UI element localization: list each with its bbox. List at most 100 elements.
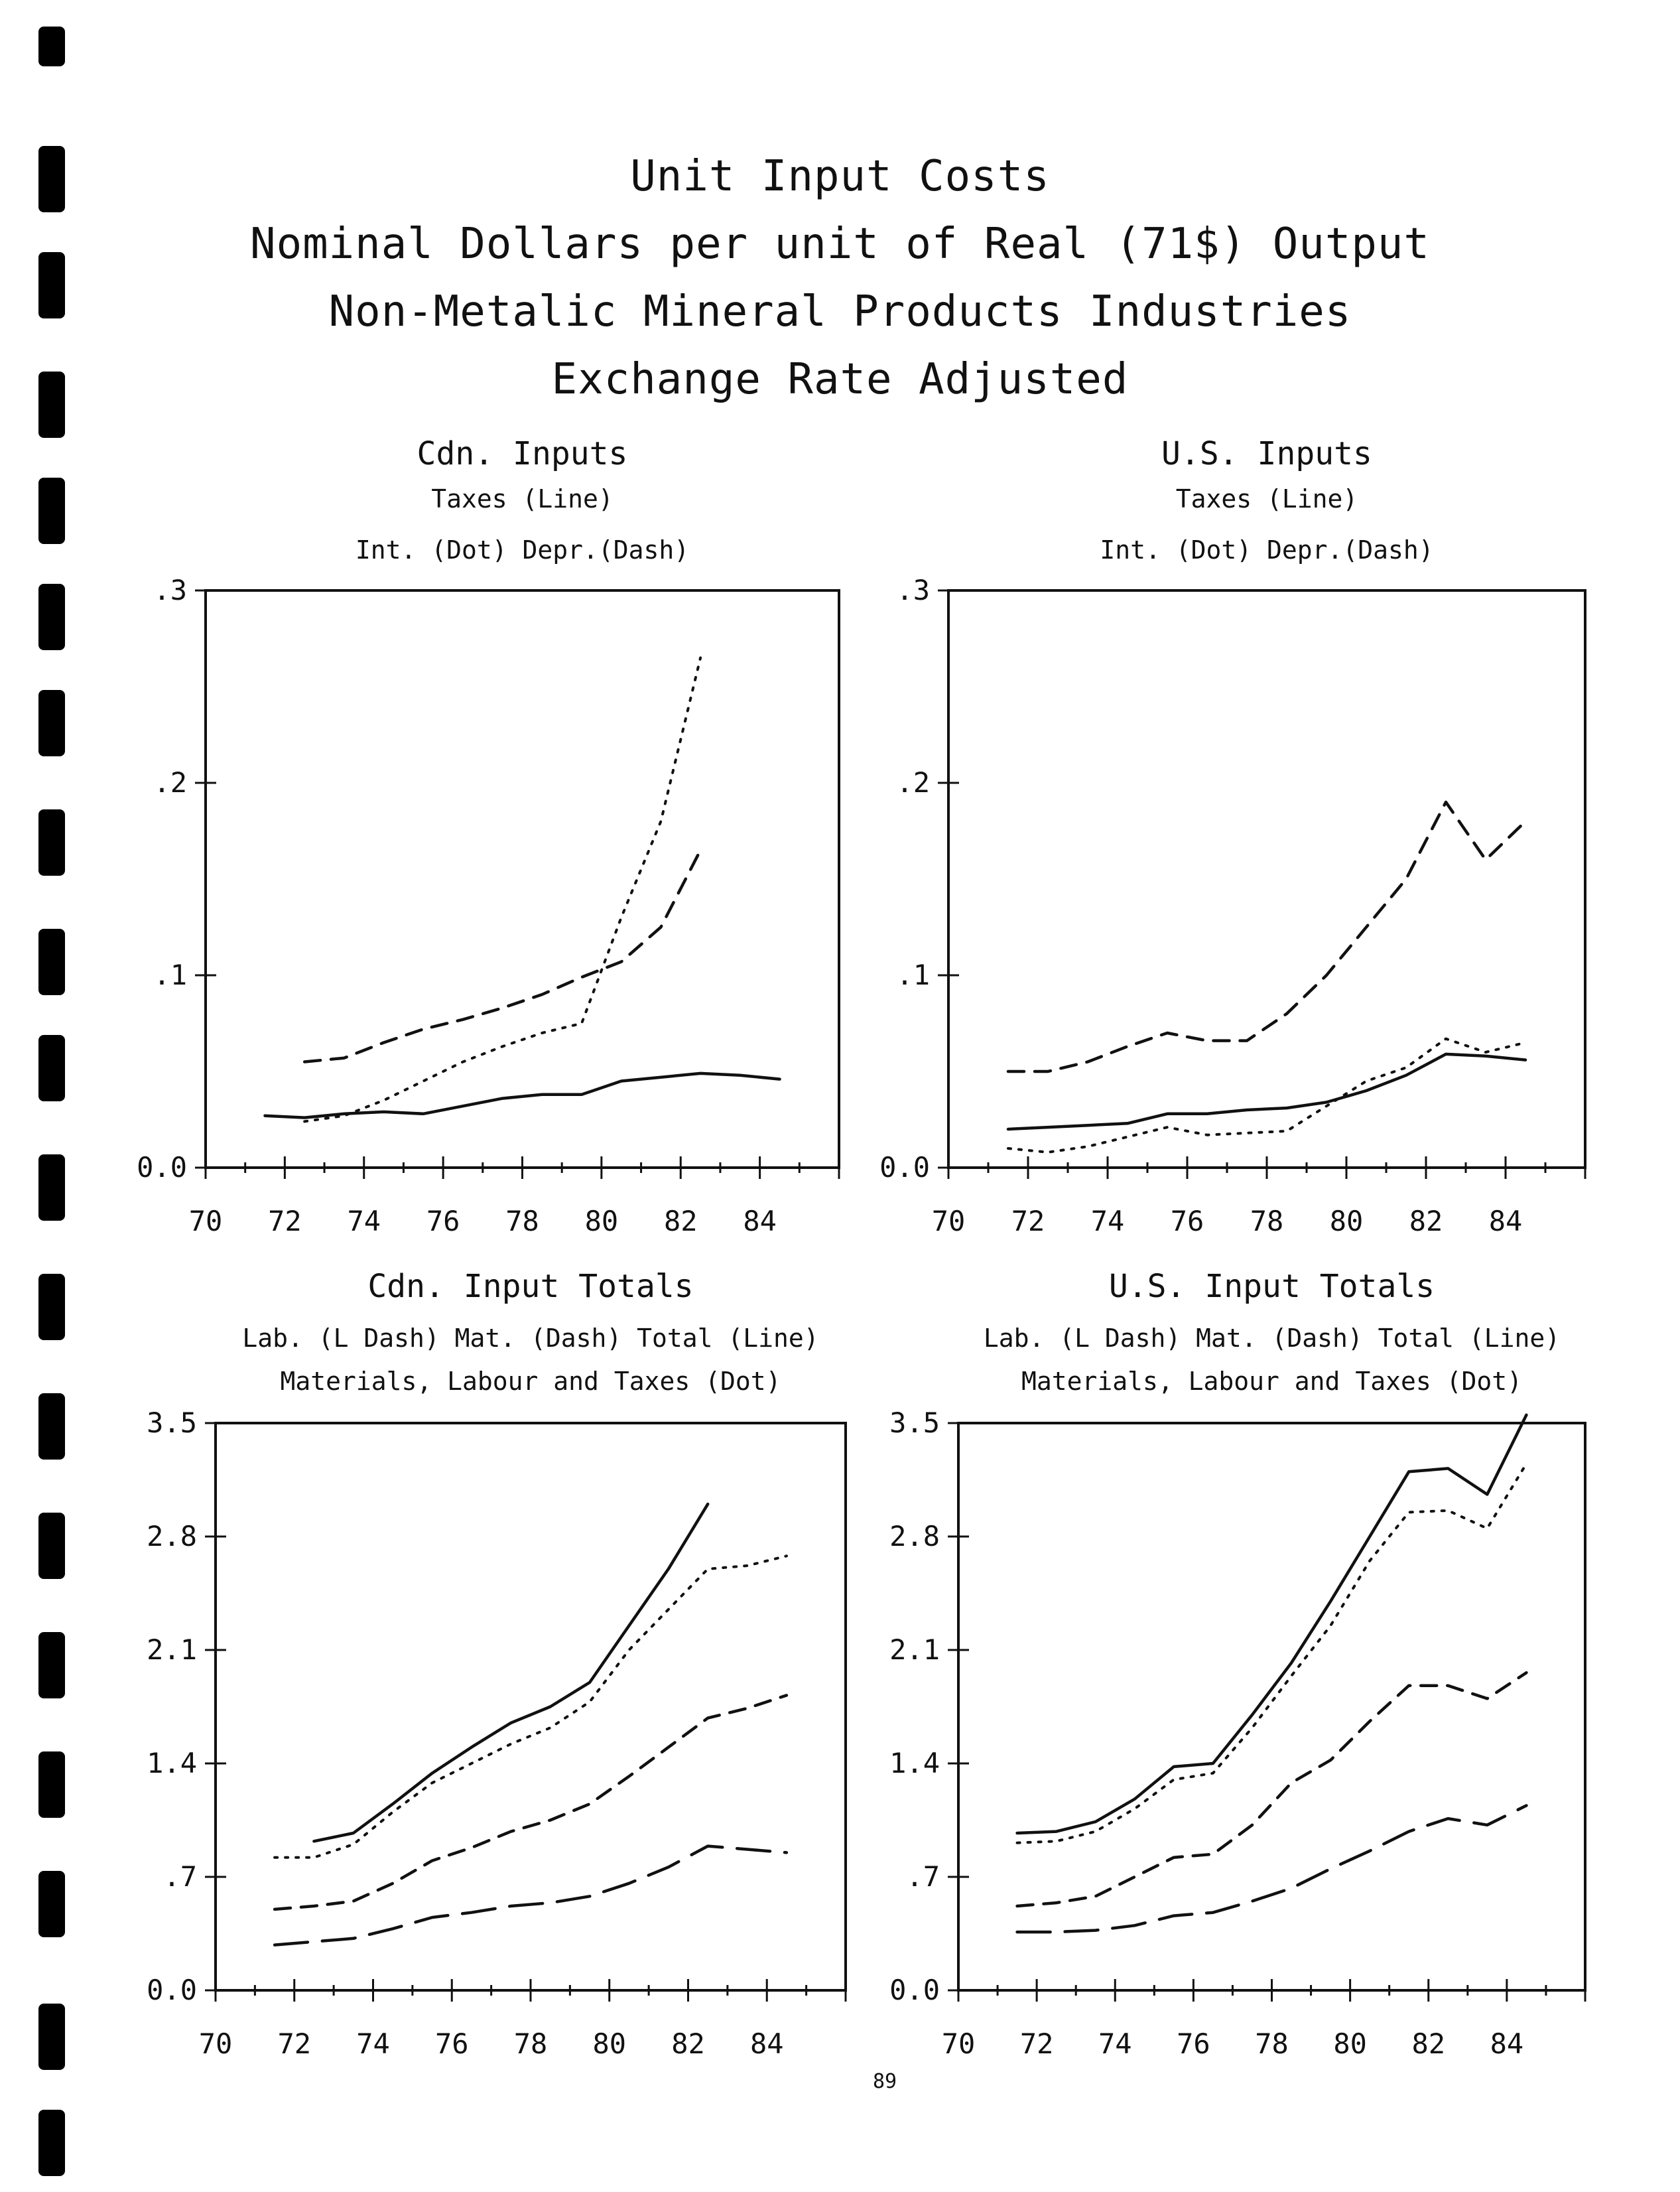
page-title-line-4: Exchange Rate Adjusted xyxy=(551,355,1129,404)
series-line-taxes xyxy=(1006,1052,1527,1131)
binding-hole xyxy=(38,252,65,318)
x-tick-label: 74 xyxy=(356,2027,390,2060)
y-tick-label: .1 xyxy=(153,959,187,991)
chart-panel-2: U.S. Inputs Taxes (Line) Int. (Dot) Depr.(… xyxy=(879,435,1586,1237)
y-tick-label: 0.0 xyxy=(879,1151,930,1184)
y-tick-label: .3 xyxy=(896,574,930,606)
chart-panel-4: U.S. Input Totals Lab. (L Dash) Mat. (Das… xyxy=(889,1268,1586,2060)
binding-hole xyxy=(38,2004,65,2070)
y-tick-label: 0.0 xyxy=(147,1974,197,2006)
chart-legend-line: Taxes (Line) xyxy=(1176,484,1358,514)
x-tick-label: 78 xyxy=(505,1205,539,1237)
y-tick-label: .2 xyxy=(896,766,930,799)
y-tick-label: 0.0 xyxy=(889,1974,940,2006)
x-tick-label: 72 xyxy=(1011,1205,1045,1237)
page-title-line-3: Non-Metalic Mineral Products Industries xyxy=(328,287,1352,336)
series-line-depr xyxy=(1006,800,1527,1073)
series-line-materials-labour-and-taxes xyxy=(1015,1462,1528,1844)
y-tick-label: 1.4 xyxy=(147,1747,197,1779)
page-number: 89 xyxy=(873,2070,897,2093)
series-line-total xyxy=(1015,1413,1528,1835)
binding-hole xyxy=(38,1035,65,1101)
y-tick-label: 3.5 xyxy=(147,1406,197,1439)
x-tick-label: 76 xyxy=(435,2027,469,2060)
chart-legend-line: Materials, Labour and Taxes (Dot) xyxy=(281,1367,781,1396)
binding-hole xyxy=(38,1632,65,1698)
series-line-mat xyxy=(1015,1671,1528,1908)
x-tick-label: 78 xyxy=(1250,1205,1284,1237)
chart-legend-line: Taxes (Line) xyxy=(431,484,614,514)
chart-legend-line: Int. (Dot) Depr.(Dash) xyxy=(1100,535,1433,565)
series-line-int xyxy=(303,656,702,1123)
binding-hole xyxy=(38,27,65,66)
y-tick-label: 0.0 xyxy=(137,1151,187,1184)
series-line-taxes xyxy=(263,1071,781,1119)
y-tick-label: .7 xyxy=(163,1860,197,1893)
binding-hole xyxy=(38,146,65,212)
x-tick-label: 72 xyxy=(277,2027,311,2060)
x-tick-label: 70 xyxy=(189,1205,223,1237)
chart-legend-line: Lab. (L Dash) Mat. (Dash) Total (Line) xyxy=(242,1324,818,1353)
y-tick-label: .2 xyxy=(153,766,187,799)
x-tick-label: 70 xyxy=(199,2027,233,2060)
binding-hole xyxy=(38,478,65,544)
binding-hole xyxy=(38,372,65,438)
binding-hole xyxy=(38,2110,65,2176)
x-tick-label: 80 xyxy=(1333,2027,1367,2060)
chart-legend-line: Materials, Labour and Taxes (Dot) xyxy=(1021,1367,1522,1396)
x-tick-label: 82 xyxy=(1409,1205,1443,1237)
x-tick-label: 70 xyxy=(932,1205,966,1237)
x-tick-label: 82 xyxy=(671,2027,705,2060)
x-tick-label: 84 xyxy=(1490,2027,1524,2060)
x-tick-label: 82 xyxy=(664,1205,698,1237)
x-tick-label: 82 xyxy=(1411,2027,1445,2060)
series-line-lab xyxy=(273,1844,789,1947)
binding-hole xyxy=(38,584,65,650)
plot-frame xyxy=(957,1422,1586,1992)
series-line-materials-labour-and-taxes xyxy=(273,1554,788,1859)
x-tick-label: 74 xyxy=(1098,2027,1132,2060)
x-tick-label: 72 xyxy=(268,1205,302,1237)
y-tick-label: 1.4 xyxy=(889,1747,940,1779)
y-tick-label: 2.8 xyxy=(147,1520,197,1552)
x-tick-label: 80 xyxy=(585,1205,619,1237)
binding-hole xyxy=(38,1393,65,1460)
chart-title: Cdn. Input Totals xyxy=(367,1268,693,1305)
plot-frame xyxy=(947,589,1586,1169)
y-tick-label: 2.8 xyxy=(889,1520,940,1552)
x-tick-label: 84 xyxy=(1489,1205,1523,1237)
x-tick-label: 78 xyxy=(1255,2027,1289,2060)
binding-hole xyxy=(38,1154,65,1221)
binding-hole xyxy=(38,690,65,756)
chart-panel-3: Cdn. Input Totals Lab. (L Dash) Mat. (Das… xyxy=(147,1268,847,2060)
x-tick-label: 76 xyxy=(426,1205,460,1237)
series-line-lab xyxy=(1015,1804,1528,1934)
x-tick-label: 70 xyxy=(942,2027,976,2060)
x-tick-label: 74 xyxy=(347,1205,381,1237)
binding-hole xyxy=(38,809,65,876)
y-tick-label: .7 xyxy=(906,1860,940,1893)
x-tick-label: 78 xyxy=(514,2027,548,2060)
binding-hole xyxy=(38,929,65,995)
x-tick-label: 74 xyxy=(1091,1205,1125,1237)
y-tick-label: .3 xyxy=(153,574,187,606)
page-title-line-1: Unit Input Costs xyxy=(630,152,1050,201)
chart-title: Cdn. Inputs xyxy=(417,435,628,472)
x-tick-label: 84 xyxy=(743,1205,777,1237)
series-line-mat xyxy=(273,1694,789,1911)
x-tick-label: 80 xyxy=(592,2027,626,2060)
x-tick-label: 76 xyxy=(1177,2027,1210,2060)
chart-title: U.S. Inputs xyxy=(1161,435,1372,472)
series-line-int xyxy=(1007,1037,1527,1154)
binding-hole xyxy=(38,1751,65,1818)
chart-legend-line: Lab. (L Dash) Mat. (Dash) Total (Line) xyxy=(984,1324,1560,1353)
page-title-block: Unit Input Costs Nominal Dollars per uni… xyxy=(0,143,1680,413)
binding-hole xyxy=(38,1274,65,1340)
chart-panel-1: Cdn. Inputs Taxes (Line) Int. (Dot) Depr.(… xyxy=(137,435,840,1237)
series-line-total xyxy=(312,1502,710,1843)
y-tick-label: 2.1 xyxy=(147,1633,197,1666)
plot-frame xyxy=(204,589,840,1169)
x-tick-label: 84 xyxy=(750,2027,784,2060)
chart-title: U.S. Input Totals xyxy=(1109,1268,1435,1305)
